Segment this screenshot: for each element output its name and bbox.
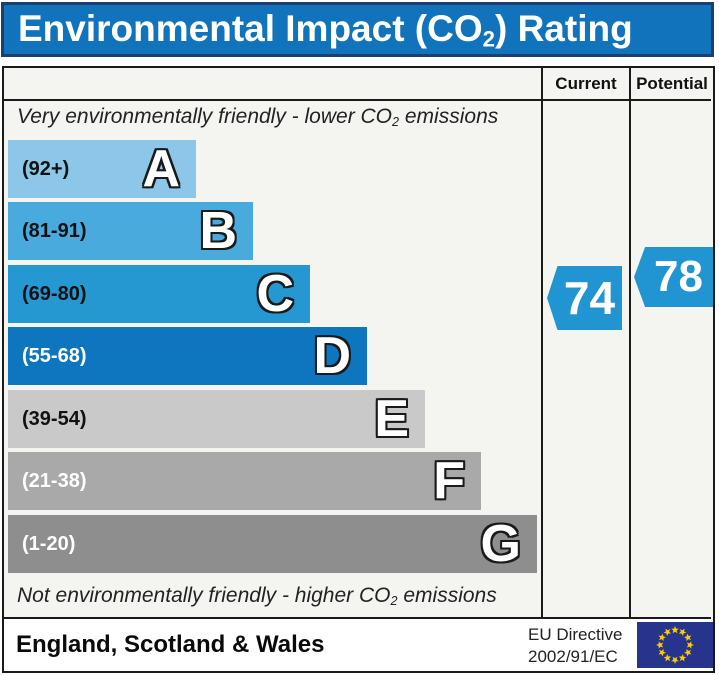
current-rating-arrow: 74	[547, 266, 622, 330]
potential-rating-arrow: 78	[634, 247, 713, 307]
potential-rating-value: 78	[654, 252, 703, 301]
band-d-range: (55-68)	[22, 344, 87, 367]
eu-flag-icon	[637, 622, 713, 668]
band-e: (39-54) E	[8, 390, 425, 448]
potential-column-divider	[629, 68, 631, 617]
chart-title-bar: Environmental Impact (CO2) Rating	[1, 2, 714, 57]
column-header-potential: Potential	[636, 74, 708, 93]
band-f-range: (21-38)	[22, 469, 87, 492]
caption-top: Very environmentally friendly - lower CO…	[17, 105, 499, 130]
band-f-letter: F	[433, 452, 465, 510]
band-b-range: (81-91)	[22, 219, 87, 242]
chart-title: Environmental Impact (CO2) Rating	[18, 8, 633, 52]
header-divider-line	[4, 99, 711, 101]
band-e-letter: E	[374, 390, 409, 448]
footer-divider-line	[4, 617, 711, 619]
column-header-current: Current	[555, 74, 617, 93]
band-d-letter: D	[313, 327, 351, 385]
band-d: (55-68) D	[8, 327, 367, 385]
current-rating-value: 74	[563, 272, 616, 324]
band-c-letter: C	[256, 265, 294, 323]
footer-row	[4, 619, 711, 671]
band-g-range: (1-20)	[22, 532, 76, 555]
band-b: (81-91) B	[8, 202, 253, 260]
caption-bottom: Not environmentally friendly - higher CO…	[17, 584, 497, 609]
current-column-divider	[541, 68, 543, 617]
footer-eu-directive-line1: EU Directive	[528, 625, 623, 644]
band-c: (69-80) C	[8, 265, 310, 323]
band-a: (92+) A	[8, 140, 196, 198]
footer-region-label: England, Scotland & Wales	[16, 631, 325, 658]
band-a-letter: A	[142, 140, 180, 198]
footer-eu-directive-line2: 2002/91/EC	[528, 647, 618, 666]
band-g: (1-20) G	[8, 515, 537, 573]
band-a-range: (92+)	[22, 157, 70, 180]
band-g-letter: G	[480, 515, 521, 573]
band-b-letter: B	[199, 202, 237, 260]
band-c-range: (69-80)	[22, 282, 87, 305]
band-e-range: (39-54)	[22, 407, 87, 430]
footer-eu-directive: EU Directive 2002/91/EC	[528, 624, 622, 668]
band-f: (21-38) F	[8, 452, 481, 510]
